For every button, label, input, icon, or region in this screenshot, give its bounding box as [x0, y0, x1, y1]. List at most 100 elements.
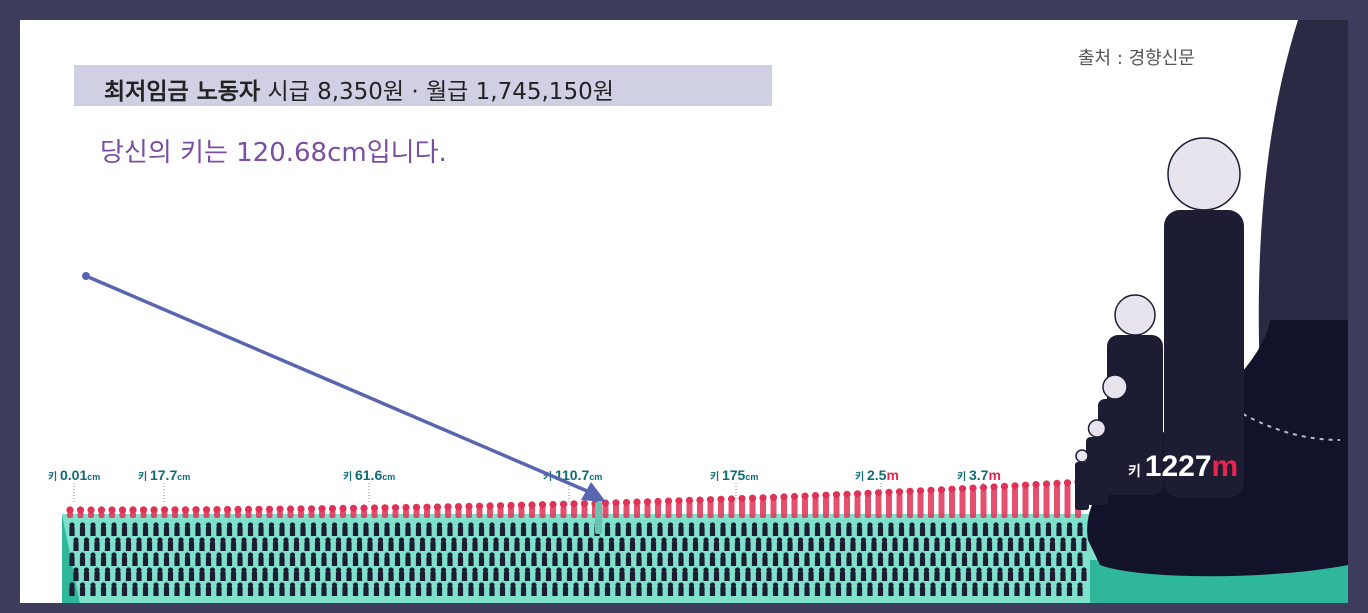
- crowd-figure-body: [90, 587, 96, 596]
- crowd-head: [654, 497, 662, 506]
- crowd-figure-body: [342, 527, 348, 536]
- crowd-figure-head: [552, 582, 558, 588]
- person-head: [1075, 449, 1089, 463]
- crowd-figure-body: [216, 557, 222, 566]
- crowd-figure-body: [961, 587, 968, 596]
- crowd-figure-head: [104, 537, 111, 543]
- crowd-figure-head: [503, 537, 510, 543]
- crowd-figure-head: [310, 552, 317, 558]
- crowd-figure-body: [835, 557, 842, 566]
- crowd-head: [276, 505, 284, 513]
- crowd-figure-head: [1056, 582, 1062, 588]
- crowd-figure-body: [195, 587, 201, 596]
- crowd-figure-head: [205, 582, 212, 588]
- crowd-figure-body: [531, 557, 537, 566]
- crowd-head: [1032, 481, 1040, 489]
- crowd-figure-head: [230, 567, 237, 573]
- crowd-head-body: [182, 511, 189, 518]
- crowd-figure-head: [965, 537, 972, 543]
- crowd-figure-body: [713, 542, 720, 551]
- crowd-figure-head: [713, 567, 720, 573]
- crowd-figure-body: [142, 557, 149, 566]
- crowd-figure-head: [650, 567, 657, 573]
- crowd-figure-head: [598, 537, 604, 543]
- crowd-figure-body: [772, 527, 779, 536]
- crowd-figure-head: [1077, 522, 1083, 528]
- crowd-figure-head: [640, 537, 646, 543]
- crowd-figure-body: [304, 572, 310, 581]
- crowd-figure-body: [241, 572, 247, 581]
- crowd-figure-body: [251, 542, 258, 551]
- crowd-figure-head: [415, 552, 422, 558]
- crowd-figure-body: [1035, 587, 1041, 596]
- crowd-figure-body: [216, 587, 222, 596]
- crowd-figure-body: [839, 572, 846, 581]
- crowd-figure-head: [363, 522, 369, 528]
- crowd-figure-body: [195, 557, 201, 566]
- crowd-head-body: [959, 490, 966, 518]
- crowd-head-body: [854, 495, 861, 518]
- crowd-figure-body: [314, 572, 321, 581]
- crowd-figure-body: [604, 557, 611, 566]
- crowd-figure-head: [321, 582, 327, 588]
- crowd-figure-head: [783, 522, 789, 528]
- crowd-figure-body: [703, 572, 709, 581]
- crowd-figure-head: [258, 582, 264, 588]
- crowd-figure-head: [79, 522, 86, 528]
- crowd-figure-head: [940, 522, 947, 528]
- crowd-figure-head: [1003, 522, 1010, 528]
- crowd-figure-head: [499, 582, 506, 588]
- crowd-figure-body: [594, 557, 600, 566]
- crowd-figure-body: [419, 542, 426, 551]
- crowd-head-body: [686, 502, 693, 518]
- crowd-figure-body: [514, 572, 520, 581]
- crowd-figure-head: [881, 537, 888, 543]
- crowd-figure-body: [426, 587, 432, 596]
- crowd-figure-body: [237, 587, 243, 596]
- crowd-figure-body: [199, 542, 205, 551]
- crowd-head-body: [823, 497, 829, 518]
- crowd-figure-head: [1018, 567, 1024, 573]
- crowd-figure-head: [472, 567, 478, 573]
- crowd-figure-head: [1024, 522, 1031, 528]
- crowd-head-body: [697, 502, 703, 518]
- crowd-figure-head: [531, 522, 537, 528]
- crowd-figure-head: [556, 567, 562, 573]
- crowd-figure-head: [860, 537, 867, 543]
- crowd-figure-head: [594, 552, 600, 558]
- crowd-figure-head: [461, 567, 468, 573]
- crowd-figure-head: [258, 522, 264, 528]
- crowd-figure-head: [216, 552, 222, 558]
- crowd-figure-head: [520, 582, 527, 588]
- crowd-figure-body: [247, 587, 254, 596]
- crowd-head: [360, 504, 368, 512]
- crowd-head-body: [676, 502, 682, 518]
- crowd-head: [801, 492, 809, 500]
- crowd-head: [612, 499, 620, 507]
- crowd-figure-head: [125, 567, 132, 573]
- crowd-figure-head: [279, 582, 285, 588]
- crowd-figure-body: [881, 542, 888, 551]
- crowd-figure-body: [289, 587, 296, 596]
- crowd-figure-head: [944, 537, 951, 543]
- crowd-figure-body: [993, 587, 999, 596]
- crowd-figure-body: [363, 587, 369, 596]
- crowd-head-body: [602, 505, 609, 518]
- crowd-figure-body: [808, 542, 814, 551]
- crowd-figure-body: [216, 527, 222, 536]
- arrow-line: [85, 274, 595, 496]
- crowd-figure-body: [300, 587, 306, 596]
- crowd-figure-head: [720, 552, 726, 558]
- crowd-figure-body: [482, 542, 489, 551]
- crowd-figure-body: [111, 557, 117, 566]
- crowd-figure-body: [986, 542, 993, 551]
- crowd-figure-body: [709, 527, 716, 536]
- crowd-figure-body: [447, 527, 453, 536]
- crowd-figure-body: [279, 587, 285, 596]
- crowd-figure-body: [300, 527, 306, 536]
- crowd-figure-head: [1035, 582, 1041, 588]
- crowd-figure-head: [510, 552, 516, 558]
- crowd-figure-head: [625, 522, 632, 528]
- crowd-figure-head: [279, 552, 285, 558]
- crowd-figure-head: [283, 537, 289, 543]
